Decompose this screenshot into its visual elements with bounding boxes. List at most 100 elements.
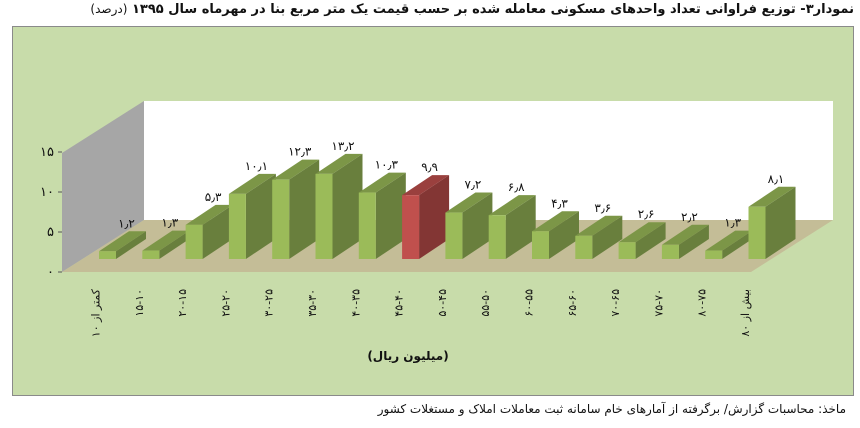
- bar: [228, 173, 276, 259]
- bar-front: [748, 206, 766, 259]
- bar-front: [532, 231, 549, 259]
- y-axis: ۰ ۵ ۱۰ ۱۵: [40, 145, 62, 280]
- bar-top: [618, 222, 666, 243]
- bar-side: [375, 172, 406, 259]
- x-tick-label: ۸۰-۷۵: [696, 289, 709, 317]
- x-axis-title: (میلیون ریال): [367, 349, 448, 364]
- bar: [575, 215, 623, 259]
- bar-front: [272, 179, 290, 259]
- bar-front: [575, 235, 593, 259]
- x-tick-labels-group: کمتر از ۱۰ ۱۵-۱۰ ۲۰-۱۵ ۲۵-۲۰ ۳۰-۲۵ ۳۵-۳۰ ۴۰-۳۵…: [90, 288, 753, 337]
- data-label: ۱٫۲: [118, 216, 135, 230]
- bar-top: [315, 153, 363, 174]
- data-label: ۹٫۹: [421, 160, 438, 174]
- bar-front: [99, 251, 116, 259]
- bar-front: [185, 224, 203, 259]
- bar: [705, 230, 753, 259]
- bar-top: [445, 192, 493, 213]
- bar-side: [592, 215, 623, 259]
- bar-top: [228, 173, 276, 194]
- bar-top: [661, 224, 709, 245]
- bar: [748, 186, 796, 259]
- bar: [618, 222, 666, 259]
- value-labels-group: ۱٫۲ ۱٫۳ ۵٫۳ ۱۰٫۱ ۱۲٫۳ ۱۳٫۲ ۱۰٫۳ ۹٫۹ ۷٫۲ ۶٫۸ ۴٫۳ ۳٫۶…: [118, 139, 784, 230]
- bar-front: [358, 192, 376, 259]
- bar-side: [332, 153, 363, 259]
- bar-front: [315, 173, 333, 259]
- data-label: ۱۰٫۱: [245, 159, 268, 173]
- source-note: ماخذ: محاسبات گزارش/ برگرفته از آمارهای …: [377, 402, 846, 416]
- bar-side: [245, 173, 276, 259]
- title-text: نمودار۳- توزیع فراوانی تعداد واحدهای مسک…: [131, 2, 854, 17]
- x-tick-label: ۲۵-۲۰: [219, 289, 232, 317]
- data-label: ۴٫۳: [551, 196, 568, 210]
- bar: [99, 231, 146, 259]
- bar-top: [532, 211, 579, 232]
- bar: [488, 195, 536, 259]
- bar-top: [185, 204, 233, 225]
- bar-front: [142, 250, 160, 259]
- bar: [142, 230, 190, 259]
- data-label: ۵٫۳: [205, 190, 222, 204]
- data-label: ۱٫۳: [724, 216, 741, 230]
- x-tick-label: کمتر از ۱۰: [90, 288, 103, 337]
- data-label: ۲٫۶: [638, 207, 655, 221]
- y-tick-label: ۱۰: [40, 185, 54, 200]
- bar-side: [419, 175, 450, 259]
- data-label: ۱۳٫۲: [331, 139, 354, 153]
- bar: [532, 211, 579, 259]
- y-tick-label: ۰: [47, 265, 54, 280]
- bar-front: [488, 215, 506, 259]
- bar-front: [705, 250, 723, 259]
- bar-side: [635, 222, 666, 259]
- x-tick-label: ۶۰-۵۵: [523, 289, 536, 317]
- bar-front: [402, 195, 420, 259]
- bar-side: [116, 231, 146, 259]
- x-tick-label: ۷۰-۶۵: [609, 289, 622, 317]
- bar-side: [678, 224, 709, 259]
- x-tick-label: ۴۰-۳۵: [349, 289, 362, 317]
- x-tick-label: ۷۵-۷۰: [652, 289, 665, 317]
- bar: [358, 172, 406, 259]
- chart-title: نمودار۳- توزیع فراوانی تعداد واحدهای مسک…: [6, 2, 854, 17]
- bar-chart: ۰ ۵ ۱۰ ۱۵ ۱٫۲ ۱٫۳ ۵٫۳ ۱۰٫۱ ۱۲٫۳ ۱۳٫۲ ۱۰٫۳ ۹٫۹ ۷٫۲ ۶٫…: [40, 101, 833, 364]
- bar-front: [445, 212, 463, 259]
- bar-top: [142, 230, 190, 251]
- data-label: ۱۲٫۳: [288, 145, 312, 159]
- x-tick-label: ۳۵-۳۰: [306, 289, 319, 317]
- data-label: ۷٫۲: [465, 178, 482, 192]
- x-tick-label: ۶۵-۶۰: [566, 289, 579, 317]
- bar-top: [272, 159, 320, 180]
- bar: [185, 204, 233, 259]
- y-tick-label: ۱۵: [40, 145, 54, 160]
- bar: [272, 159, 320, 259]
- bar-top: [99, 231, 146, 252]
- chart-side-wall: [62, 101, 144, 272]
- bar: [661, 224, 709, 259]
- bar-front: [618, 242, 636, 259]
- bar-side: [505, 195, 536, 259]
- data-label: ۱٫۳: [161, 216, 178, 230]
- bar: [315, 153, 363, 259]
- x-tick-label: ۲۰-۱۵: [176, 289, 189, 317]
- bar-front: [228, 193, 246, 259]
- bar: [402, 175, 450, 259]
- bar-side: [765, 186, 796, 259]
- data-label: ۲٫۲: [681, 210, 698, 224]
- data-label: ۶٫۸: [508, 180, 525, 194]
- bar-side: [202, 204, 233, 259]
- bar-top: [402, 175, 450, 196]
- data-label: ۳٫۶: [594, 201, 611, 215]
- bar-top: [705, 230, 753, 251]
- bar-top: [575, 215, 623, 236]
- bar-top: [748, 186, 796, 207]
- bar-side: [549, 211, 579, 259]
- bars-group: [99, 153, 796, 259]
- x-tick-label: بیش از ۸۰: [739, 289, 752, 337]
- data-label: ۱۰٫۳: [375, 158, 399, 172]
- chart-frame: ۰ ۵ ۱۰ ۱۵ ۱٫۲ ۱٫۳ ۵٫۳ ۱۰٫۱ ۱۲٫۳ ۱۳٫۲ ۱۰٫۳ ۹٫۹ ۷٫۲ ۶٫…: [12, 26, 854, 396]
- y-tick-label: ۵: [47, 225, 54, 240]
- title-unit: (درصد): [90, 2, 128, 16]
- bar-side: [462, 192, 493, 259]
- bar: [445, 192, 493, 259]
